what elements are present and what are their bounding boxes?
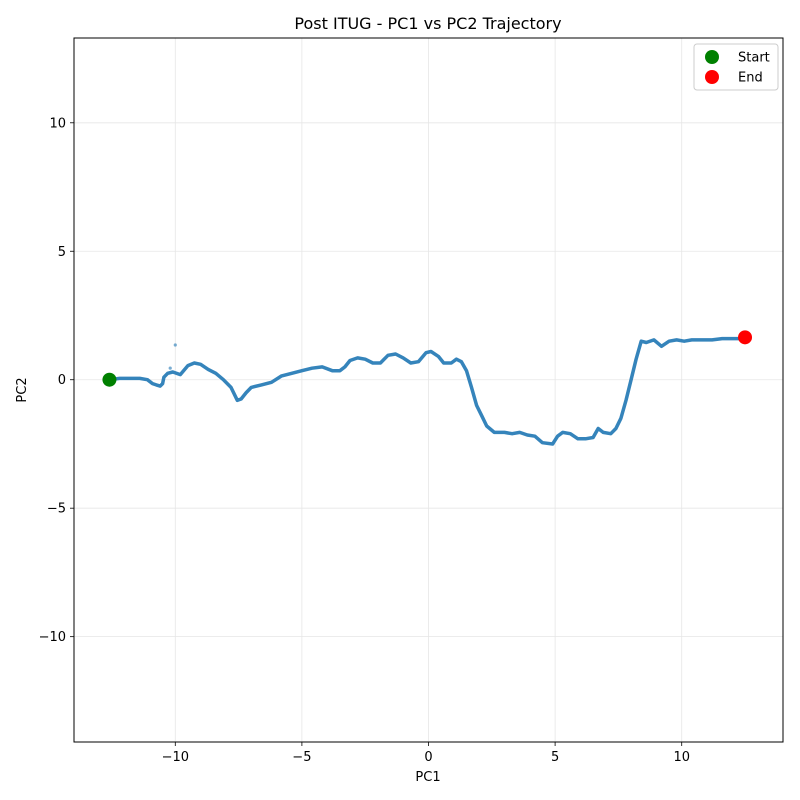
- x-tick-label: 0: [424, 750, 432, 765]
- markers: [102, 330, 753, 387]
- trajectory-point: [168, 366, 172, 370]
- legend: Start End: [693, 43, 779, 91]
- x-tick-label: 5: [551, 750, 559, 765]
- data-series: [107, 336, 750, 446]
- y-tick-label: 0: [58, 373, 66, 388]
- legend-label-end: End: [738, 71, 763, 86]
- y-tick-label: 5: [58, 245, 66, 260]
- trajectory-point: [173, 343, 177, 347]
- y-tick-label: −10: [39, 630, 66, 645]
- legend-label-start: Start: [738, 51, 770, 66]
- trajectory-line: [107, 336, 750, 446]
- ticks: −10 −5 0 5 10 −10 −5 0 5 10: [39, 116, 690, 765]
- y-tick-label: −5: [47, 502, 66, 517]
- y-tick-label: 10: [49, 116, 66, 131]
- end-marker: [738, 330, 753, 345]
- x-tick-label: 10: [673, 750, 690, 765]
- chart-title: Post ITUG - PC1 vs PC2 Trajectory: [294, 14, 561, 33]
- x-axis-title: PC1: [415, 770, 440, 785]
- x-tick-label: −5: [292, 750, 311, 765]
- x-tick-label: −10: [162, 750, 189, 765]
- start-marker: [102, 372, 117, 387]
- y-axis-title: PC2: [15, 377, 30, 402]
- legend-marker-start: [705, 50, 719, 64]
- grid: [74, 38, 783, 742]
- legend-marker-end: [705, 70, 719, 84]
